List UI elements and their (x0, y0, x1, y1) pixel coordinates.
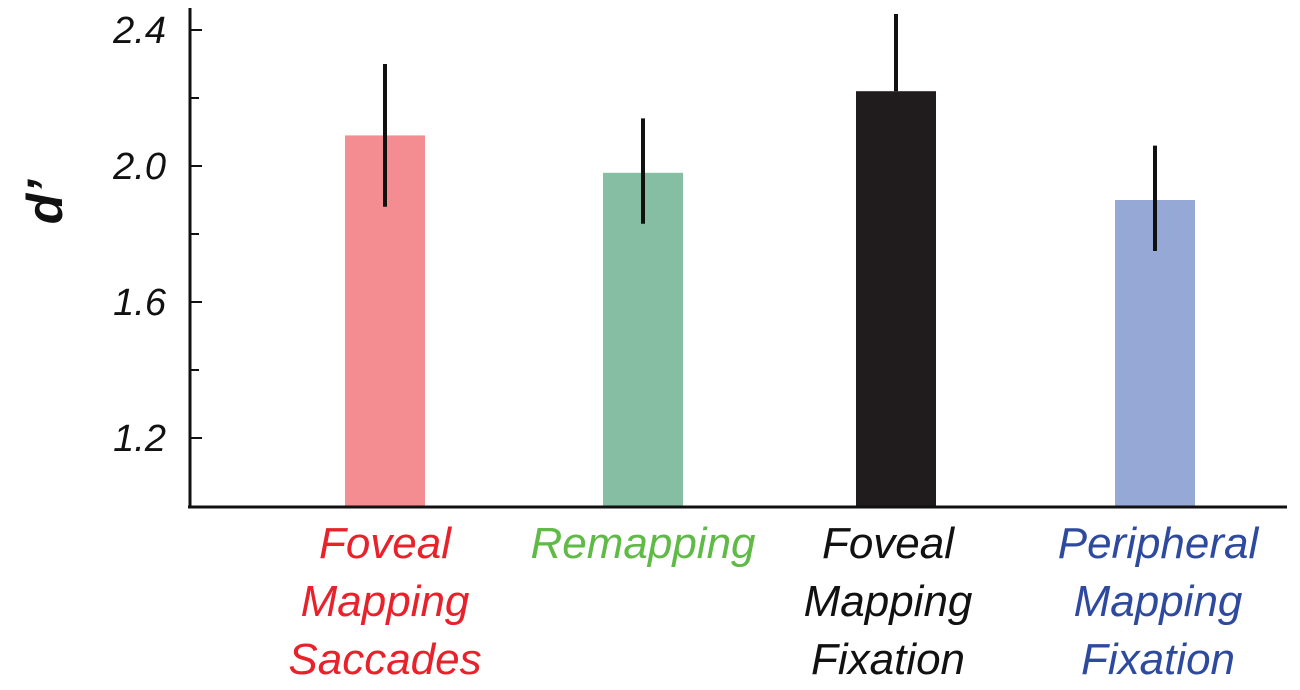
category-label-2: Foveal Mapping Fixation (804, 519, 973, 684)
y-axis-ticks: 1.2 1.6 2.0 2.4 (112, 10, 202, 460)
bar-3 (1115, 200, 1195, 507)
y-tick-label-3: 2.4 (112, 10, 166, 52)
category-label-1: Remapping (530, 519, 756, 568)
bars (345, 91, 1195, 508)
category-label-2-line-0: Foveal (822, 519, 955, 568)
y-axis-label: d’ (17, 179, 73, 225)
category-label-3: Peripheral Mapping Fixation (1058, 519, 1260, 684)
category-label-2-line-2: Fixation (811, 635, 965, 684)
y-tick-label-0: 1.2 (113, 418, 166, 460)
category-label-2-line-1: Mapping (804, 577, 973, 626)
category-label-0-line-0: Foveal (319, 519, 452, 568)
category-label-0-line-1: Mapping (301, 577, 470, 626)
bar-1 (603, 172, 683, 508)
category-label-0: Foveal Mapping Saccades (288, 519, 481, 684)
category-labels: Foveal Mapping Saccades Remapping Foveal Mapp… (288, 519, 1259, 684)
category-label-3-line-0: Peripheral (1058, 519, 1260, 568)
category-label-3-line-1: Mapping (1074, 577, 1243, 626)
y-tick-label-1: 1.6 (113, 282, 167, 324)
category-label-3-line-2: Fixation (1081, 635, 1235, 684)
category-label-0-line-2: Saccades (288, 635, 481, 684)
y-tick-label-2: 2.0 (112, 146, 166, 188)
error-bars (383, 14, 1157, 251)
bar-2 (856, 91, 936, 507)
category-label-1-line-0: Remapping (530, 519, 756, 568)
